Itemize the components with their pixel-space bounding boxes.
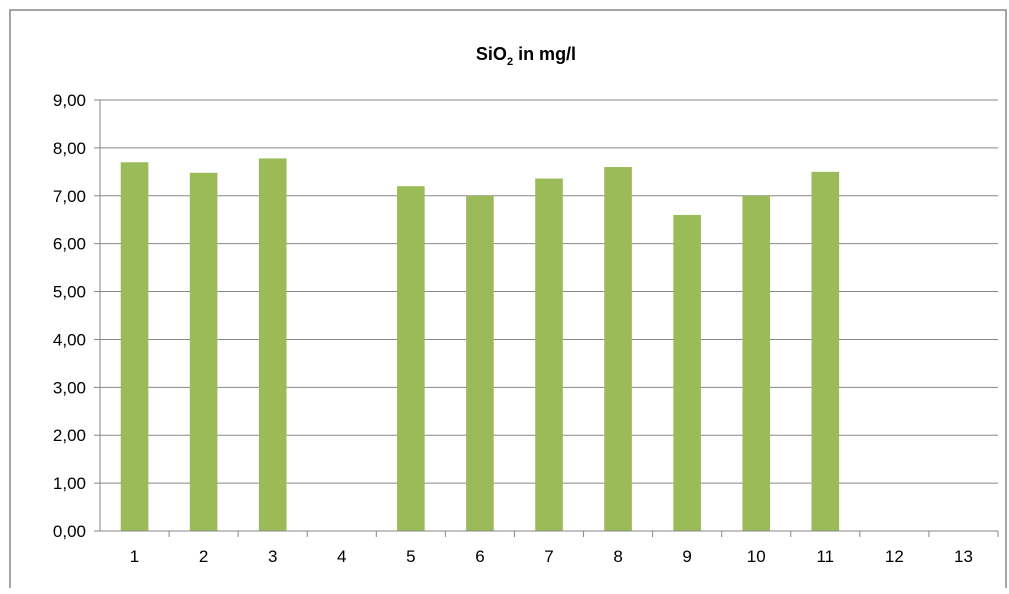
x-tick-label: 5 bbox=[406, 547, 415, 566]
bar-1 bbox=[120, 162, 149, 531]
bar-8 bbox=[604, 167, 632, 532]
x-tick-label: 6 bbox=[475, 547, 484, 566]
y-tick-label: 3,00 bbox=[53, 378, 86, 397]
bar-5 bbox=[397, 186, 425, 531]
bar-7 bbox=[535, 178, 563, 531]
y-tick-label: 8,00 bbox=[53, 139, 86, 158]
chart-title-subscript: 2 bbox=[507, 56, 513, 68]
bar-2 bbox=[189, 172, 218, 531]
x-tick-label: 9 bbox=[682, 547, 691, 566]
bars bbox=[120, 158, 840, 532]
y-tick-label: 6,00 bbox=[53, 235, 86, 254]
x-tick-label: 12 bbox=[885, 547, 904, 566]
bar-6 bbox=[466, 195, 494, 531]
bar-3 bbox=[258, 158, 287, 531]
y-tick-label: 0,00 bbox=[53, 522, 86, 541]
x-tick-label: 8 bbox=[613, 547, 622, 566]
x-tick-label: 4 bbox=[337, 547, 346, 566]
gridlines bbox=[100, 99, 998, 484]
chart-title: SiO2 in mg/l bbox=[476, 44, 576, 68]
y-tick-label: 7,00 bbox=[53, 187, 86, 206]
x-tick-label: 10 bbox=[747, 547, 766, 566]
x-tick-label: 1 bbox=[130, 547, 139, 566]
chart-border bbox=[9, 9, 1007, 588]
y-tick-labels: 0,00 1,00 2,00 3,00 4,00 5,00 6,00 7,00 8,00 9,00 bbox=[53, 91, 86, 541]
y-tick-label: 1,00 bbox=[53, 474, 86, 493]
y-tick-label: 4,00 bbox=[53, 330, 86, 349]
y-tick-label: 2,00 bbox=[53, 426, 86, 445]
axes bbox=[94, 99, 999, 537]
y-tick-label: 5,00 bbox=[53, 283, 86, 302]
bar-11 bbox=[811, 171, 840, 532]
x-tick-label: 13 bbox=[954, 547, 973, 566]
chart-title-main: SiO bbox=[476, 44, 507, 64]
x-tick-label: 11 bbox=[816, 547, 834, 566]
bar-9 bbox=[673, 214, 701, 531]
x-tick-label: 7 bbox=[544, 547, 553, 566]
x-tick-labels: 1 2 3 4 5 6 7 8 9 10 11 12 13 bbox=[130, 547, 973, 566]
y-tick-label: 9,00 bbox=[53, 91, 86, 110]
chart-title-rest: in mg/l bbox=[513, 44, 576, 64]
x-tick-label: 3 bbox=[268, 547, 277, 566]
bar-10 bbox=[742, 195, 771, 531]
x-tick-label: 2 bbox=[199, 547, 208, 566]
